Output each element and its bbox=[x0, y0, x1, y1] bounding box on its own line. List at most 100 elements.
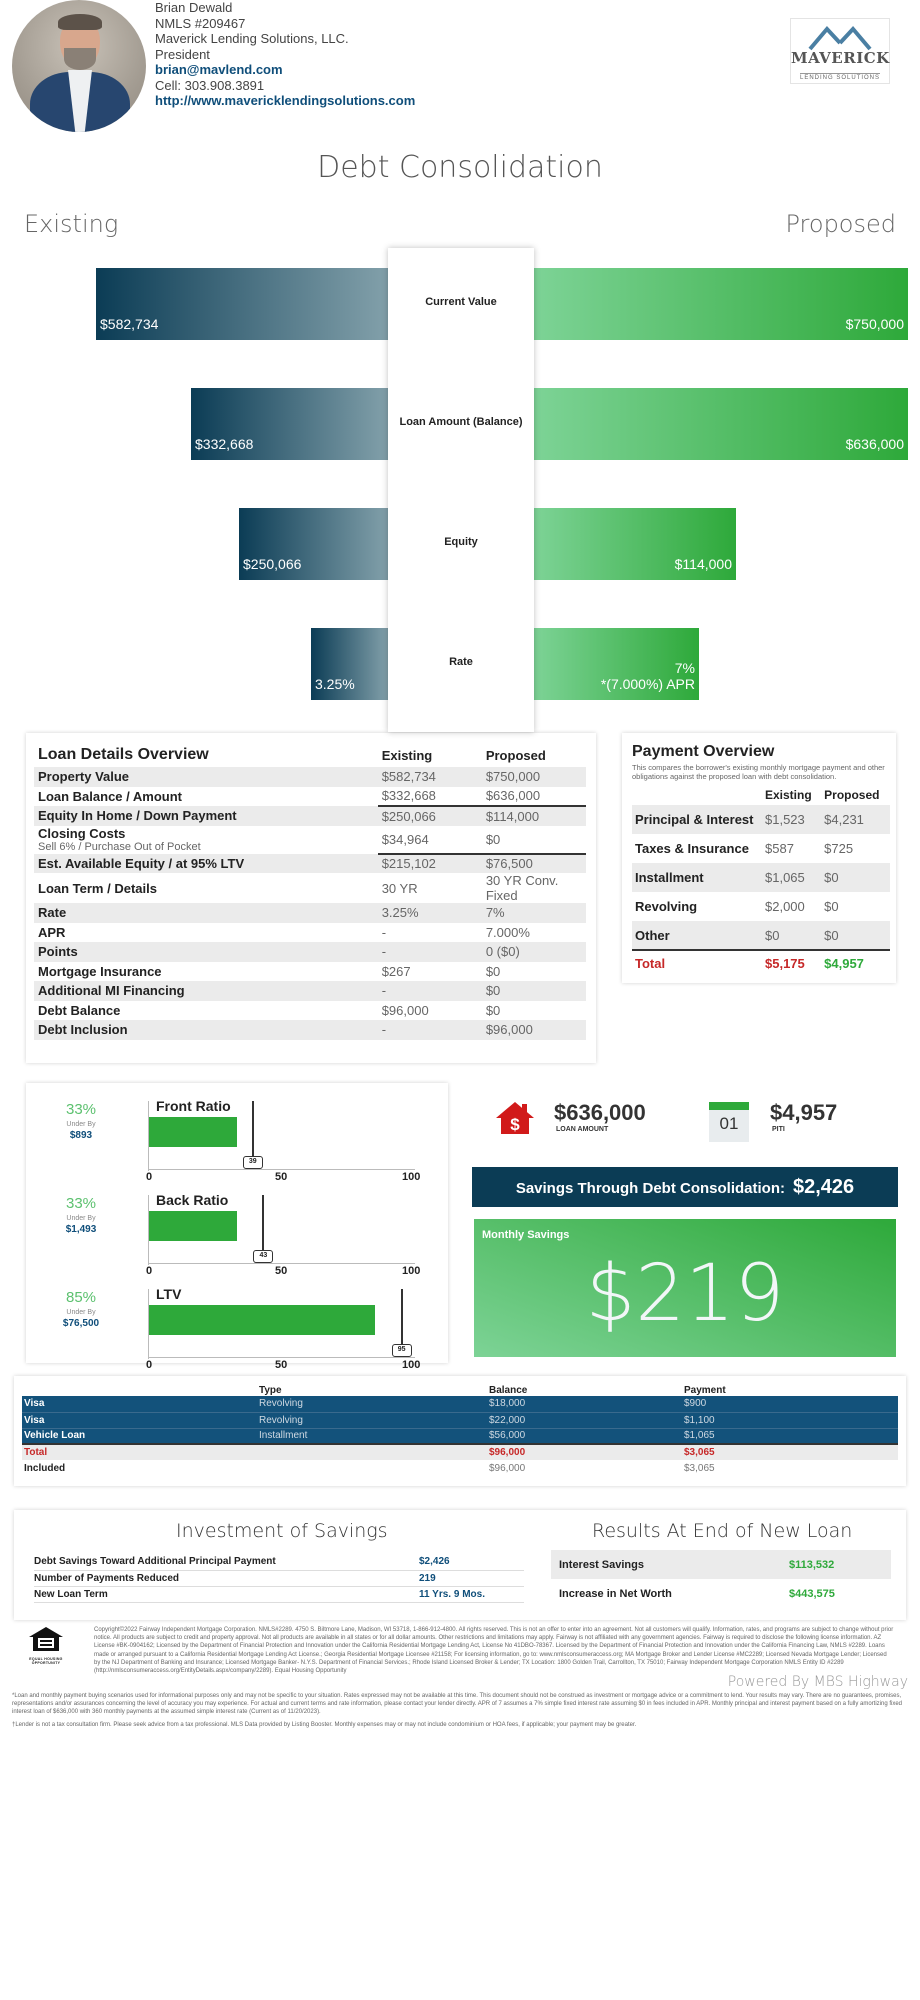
existing-value: $582,734 bbox=[377, 767, 482, 787]
payment-overview-table: Existing Proposed Principal & Interest $1… bbox=[632, 785, 890, 976]
legal-text: Copyright©2022 Fairway Independent Mortg… bbox=[94, 1627, 894, 1675]
col-existing: Existing bbox=[381, 747, 433, 763]
existing-bar-value: 3.25% bbox=[315, 676, 355, 692]
existing-bar: 3.25% bbox=[311, 628, 388, 700]
proposed-value: 7% bbox=[674, 660, 695, 676]
proposed-bar-value: $750,000 bbox=[846, 316, 904, 332]
investment-row: Number of Payments Reduced 219 bbox=[34, 1570, 524, 1587]
total-label: Total bbox=[632, 949, 762, 976]
row-label: Loan Balance / Amount bbox=[38, 788, 182, 804]
row-label: New Loan Term bbox=[34, 1586, 419, 1603]
agent-website-link[interactable]: http://www.mavericklendingsolutions.com bbox=[155, 93, 416, 108]
savings-value: $2,426 bbox=[793, 1176, 855, 1198]
loan-detail-row: Rate 3.25% 7% bbox=[34, 903, 586, 923]
results-table: Interest Savings $113,532 Increase in Net … bbox=[551, 1550, 891, 1608]
axis-line bbox=[148, 1101, 149, 1171]
row-label: Debt Savings Toward Additional Principal… bbox=[34, 1554, 419, 1571]
debts-col-name bbox=[22, 1384, 257, 1396]
existing-value: $267 bbox=[381, 963, 411, 979]
total-label: Total bbox=[22, 1443, 257, 1460]
debt-payment: $900 bbox=[682, 1396, 898, 1413]
disclaimer-tax: †Lender is not a tax consultation firm. … bbox=[12, 1722, 637, 1728]
debts-col-payment: Payment bbox=[684, 1384, 726, 1396]
comparison-row-label: Rate bbox=[449, 656, 473, 668]
ratio-limit-line bbox=[400, 1289, 403, 1351]
ratio-name: Front Ratio bbox=[156, 1098, 231, 1114]
payment-row: Other $0 $0 bbox=[632, 921, 890, 950]
comparison-row-label: Current Value bbox=[425, 296, 497, 308]
existing-value: - bbox=[381, 924, 387, 940]
proposed-bar-value: $114,000 bbox=[675, 556, 732, 572]
row-label: Est. Available Equity / at 95% LTV bbox=[34, 853, 378, 873]
proposed-value: $0 bbox=[481, 981, 586, 1001]
under-by-amount: $893 bbox=[69, 1130, 93, 1141]
proposed-value: $636,000 bbox=[485, 788, 541, 804]
existing-bar-value: $582,734 bbox=[100, 316, 159, 332]
debt-name: Vehicle Loan bbox=[22, 1428, 257, 1445]
axis-line bbox=[148, 1169, 415, 1170]
loan-detail-row: APR - 7.000% bbox=[34, 923, 586, 943]
row-label: Debt Inclusion bbox=[34, 1020, 378, 1040]
proposed-value: $0 bbox=[485, 963, 501, 979]
piti-label: PITI bbox=[772, 1126, 785, 1133]
agent-email-link[interactable]: brian@mavlend.com bbox=[155, 62, 283, 77]
payment-row: Principal & Interest $1,523 $4,231 bbox=[632, 805, 890, 834]
axis-tick-label: 100 bbox=[402, 1171, 421, 1183]
included-payment: $3,065 bbox=[684, 1462, 715, 1474]
existing-value: $1,065 bbox=[762, 863, 822, 892]
proposed-value: $96,000 bbox=[481, 1020, 586, 1040]
ratio-name: LTV bbox=[156, 1286, 182, 1302]
proposed-bar-value: $636,000 bbox=[846, 436, 904, 452]
row-label: Mortgage Insurance bbox=[38, 963, 162, 979]
debt-balance: $22,000 bbox=[487, 1412, 682, 1429]
comparison-row-label: Loan Amount (Balance) bbox=[399, 416, 523, 428]
debt-row: Visa Revolving $18,000 $900 bbox=[22, 1396, 898, 1413]
proposed-value: $0 bbox=[821, 921, 890, 950]
included-balance: $96,000 bbox=[489, 1462, 526, 1474]
loan-details-panel: Loan Details Overview Existing Proposed … bbox=[26, 733, 596, 1063]
ratio-row: 33% Under By $1,493 Back Ratio 43 0 50 100 bbox=[26, 1177, 448, 1277]
equal-housing-label: EQUAL HOUSING OPPORTUNITY bbox=[29, 1657, 63, 1665]
proposed-bar: $114,000 bbox=[534, 508, 736, 580]
debts-panel: Type Balance Payment Visa Revolving $18,00… bbox=[14, 1376, 906, 1486]
axis-tick-label: 50 bbox=[275, 1171, 288, 1183]
payment-overview-title: Payment Overview bbox=[632, 743, 775, 760]
proposed-apr: *(7.000%) APR bbox=[600, 676, 695, 692]
existing-bar: $250,066 bbox=[239, 508, 388, 580]
existing-value: - bbox=[377, 981, 482, 1001]
result-row: Increase in Net Worth $443,575 bbox=[551, 1579, 891, 1608]
row-sublabel: Sell 6% / Purchase Out of Pocket bbox=[38, 841, 201, 853]
loan-detail-row: Equity In Home / Down Payment $250,066 $11… bbox=[34, 805, 586, 826]
row-label: Property Value bbox=[34, 767, 378, 787]
proposed-value: $636,000 bbox=[845, 436, 904, 452]
agent-contact: Brian Dewald NMLS #209467 Maverick Lendi… bbox=[155, 0, 415, 109]
axis-tick-label: 50 bbox=[275, 1265, 288, 1277]
existing-value: 30 YR bbox=[381, 880, 418, 896]
payment-row: Revolving $2,000 $0 bbox=[632, 892, 890, 921]
agent-company: Maverick Lending Solutions, LLC. bbox=[155, 31, 349, 46]
row-label: Taxes & Insurance bbox=[635, 841, 749, 856]
proposed-total: $4,957 bbox=[821, 949, 890, 976]
row-label: Other bbox=[632, 921, 762, 950]
loan-details-table: Loan Details Overview Existing Proposed … bbox=[34, 743, 586, 1040]
proposed-value: $725 bbox=[824, 841, 854, 856]
proposed-bar: $750,000 bbox=[534, 268, 908, 340]
comparison-labels: Current Value Loan Amount (Balance) Equity… bbox=[388, 248, 534, 732]
existing-total: $5,175 bbox=[762, 949, 822, 976]
proposed-value: $750,000 bbox=[481, 767, 586, 787]
row-value: 219 bbox=[419, 1570, 524, 1587]
powered-by: Powered By MBS Highway bbox=[727, 1674, 908, 1690]
row-label: Points bbox=[34, 942, 378, 962]
agent-title: President bbox=[155, 46, 210, 62]
existing-value: 3.25% bbox=[377, 903, 482, 923]
row-label: Revolving bbox=[635, 899, 698, 914]
payment-total-row: Total $5,175 $4,957 bbox=[632, 949, 890, 976]
loan-amount-label: LOAN AMOUNT bbox=[556, 1126, 609, 1133]
col-existing: Existing bbox=[765, 788, 812, 802]
agent-photo bbox=[12, 0, 146, 132]
debt-name: Visa bbox=[22, 1412, 257, 1429]
ratio-bar bbox=[149, 1117, 237, 1147]
existing-value: $332,668 bbox=[381, 788, 436, 804]
existing-heading: Existing bbox=[24, 210, 119, 238]
loan-detail-row: Loan Term / Details 30 YR 30 YR Conv. Fixe… bbox=[34, 873, 586, 903]
